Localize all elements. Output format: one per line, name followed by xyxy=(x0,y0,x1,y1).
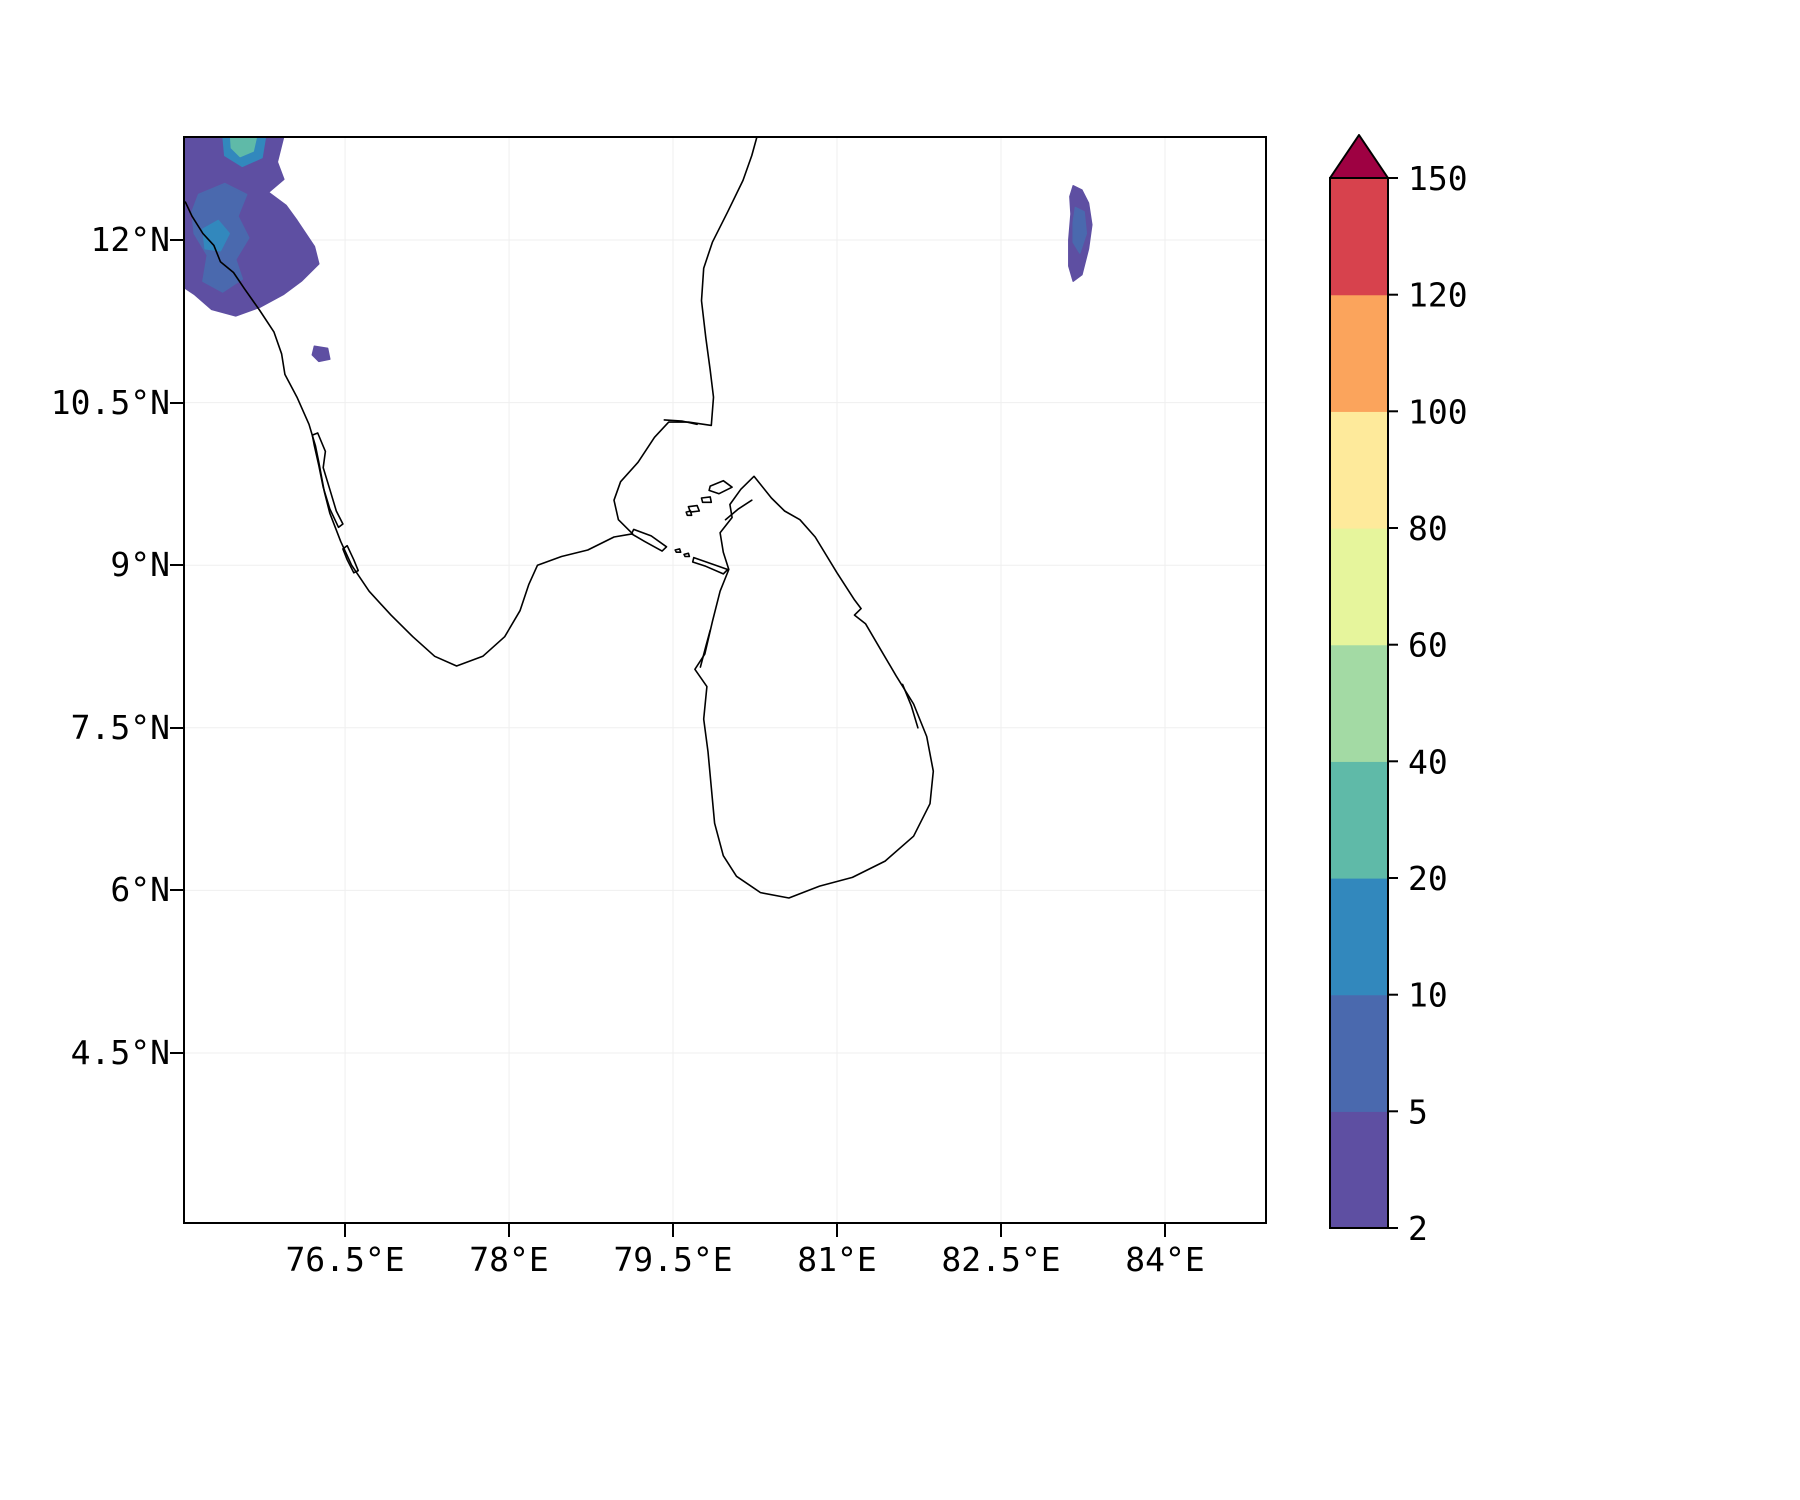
colorbar-segment xyxy=(1330,528,1388,646)
coastline-adams-bridge-islet-2 xyxy=(683,552,691,558)
map-canvas xyxy=(185,138,1265,1222)
x-tick-label: 84°E xyxy=(1125,1240,1205,1279)
y-axis-tick xyxy=(170,401,183,404)
colorbar-segment xyxy=(1330,411,1388,529)
coastline-mannar-island xyxy=(691,556,729,575)
colorbar-segment xyxy=(1330,178,1388,296)
x-tick-label: 78°E xyxy=(469,1240,549,1279)
coastline-rameswaram-island xyxy=(630,528,668,552)
coastline-kerala-backwater-north xyxy=(311,432,344,529)
coastline-puttalam-lagoon xyxy=(699,629,711,668)
y-axis-tick xyxy=(170,726,183,729)
coastline-palk-bay-islet xyxy=(685,510,693,517)
colorbar-tick-label: 5 xyxy=(1408,1092,1428,1131)
y-axis-tick xyxy=(170,889,183,892)
y-tick-label: 10.5°N xyxy=(50,382,170,422)
coastline-india-coast xyxy=(185,138,758,667)
coastline-point-calimere-lagoon xyxy=(663,419,698,426)
colorbar-segment xyxy=(1330,994,1388,1112)
colorbar-tick-label: 100 xyxy=(1408,392,1468,431)
x-tick-label: 82.5°E xyxy=(941,1240,1061,1279)
colorbar-tick-label: 20 xyxy=(1408,859,1448,898)
x-axis-tick xyxy=(1164,1224,1167,1237)
colorbar-tick-label: 60 xyxy=(1408,626,1448,665)
y-tick-label: 4.5°N xyxy=(70,1033,170,1072)
colorbar-tick-label: 10 xyxy=(1408,976,1448,1015)
x-tick-label: 76.5°E xyxy=(285,1240,405,1279)
colorbar-tick-label: 120 xyxy=(1408,276,1468,315)
coastline-kayts-island xyxy=(708,479,733,495)
coastline-punkudutivu-island xyxy=(700,496,713,504)
colorbar-extend-max-triangle xyxy=(1329,134,1389,179)
coastline-sri-lanka xyxy=(694,475,935,899)
colorbar-segment xyxy=(1330,1111,1388,1229)
coastline-delft-island xyxy=(687,504,701,513)
coastline-batticaloa-lagoon xyxy=(901,683,919,729)
y-tick-label: 12°N xyxy=(90,220,170,259)
x-axis-tick xyxy=(672,1224,675,1237)
y-axis-tick xyxy=(170,564,183,567)
x-axis-tick xyxy=(344,1224,347,1237)
x-tick-label: 81°E xyxy=(797,1240,877,1279)
coastline-kerala-backwater-south xyxy=(342,544,359,574)
y-axis-tick xyxy=(170,239,183,241)
colorbar-tick-label: 150 xyxy=(1408,159,1468,198)
colorbar-segment xyxy=(1330,761,1388,879)
y-tick-label: 6°N xyxy=(110,870,170,910)
rain-patch-20-40mm xyxy=(229,138,257,158)
rain-patch-2-5mm xyxy=(311,345,331,363)
colorbar-tick-label: 80 xyxy=(1408,509,1448,548)
rain-patch-10-20mm xyxy=(202,219,230,252)
x-axis-tick xyxy=(1000,1224,1003,1237)
colorbar: 2 5 10 20 40 60 80 100 120 150 xyxy=(1322,130,1592,1250)
colorbar-canvas: 2 5 10 20 40 60 80 100 120 150 xyxy=(1329,134,1468,1248)
y-tick-label: 7.5°N xyxy=(70,707,170,747)
colorbar-segment xyxy=(1330,878,1388,996)
x-axis-tick xyxy=(508,1224,511,1237)
colorbar-tick-label: 2 xyxy=(1408,1209,1428,1248)
coastline-adams-bridge-islet-1 xyxy=(674,548,682,553)
map-plot-area xyxy=(183,136,1267,1224)
colorbar-segment xyxy=(1330,644,1388,762)
y-axis-tick xyxy=(170,1052,183,1054)
coastline-jaffna-lagoon xyxy=(724,499,753,521)
colorbar-segment xyxy=(1330,294,1388,412)
x-tick-label: 79.5°E xyxy=(613,1240,733,1279)
y-tick-label: 9°N xyxy=(110,545,170,585)
x-axis-tick xyxy=(836,1224,839,1237)
colorbar-tick-label: 40 xyxy=(1408,742,1448,781)
rain-patch-5-10mm xyxy=(1072,206,1088,254)
